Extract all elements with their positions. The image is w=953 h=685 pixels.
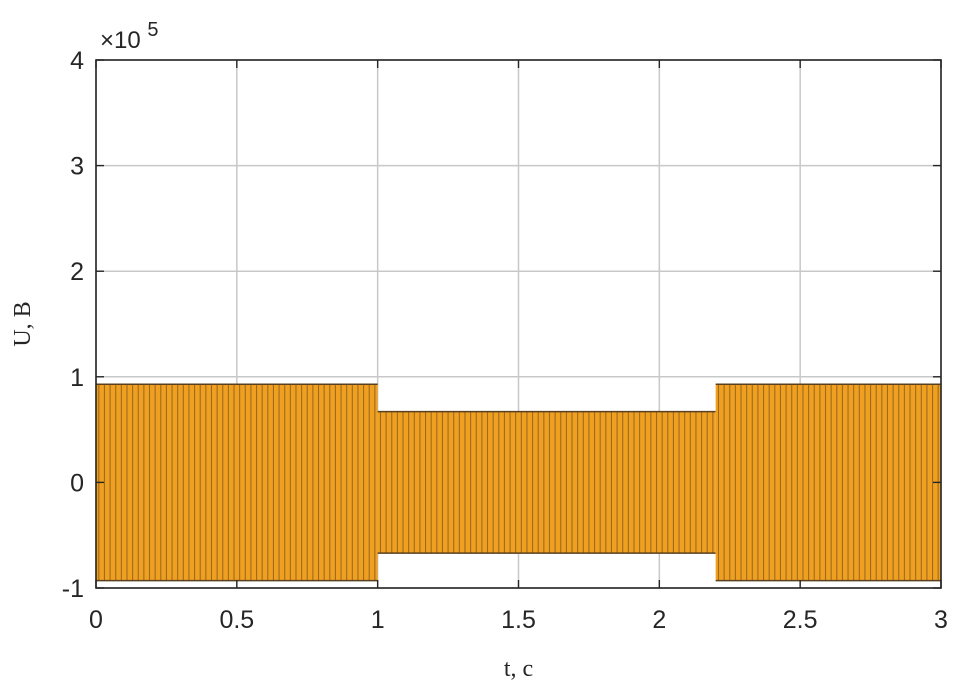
x-axis-label: t, c [504,656,533,682]
signal-waveform [96,383,941,582]
y-tick-label: 3 [70,153,84,181]
signal-oscillation-2 [717,384,939,581]
y-axis-label: U, B [10,301,36,346]
x-tick-label: 0.5 [219,606,254,634]
signal-segment-2 [715,384,941,581]
x-tick-label: 3 [934,606,948,634]
y-tick-labels: -1 0 1 2 3 4 [62,47,84,603]
y-tick-label: 0 [70,469,84,497]
y-tick-label: 1 [70,364,84,392]
y-axis-multiplier: ×10 5 [100,19,159,54]
x-tick-label: 1.5 [501,606,536,634]
y-tick-label: -1 [62,575,84,603]
x-tick-labels: 0 0.5 1 1.5 2 2.5 3 [89,606,948,634]
signal-segment-0 [96,384,378,581]
axes-frame [95,59,942,589]
x-tick-label: 2 [652,606,666,634]
x-tick-label: 0 [89,606,103,634]
signal-segment-1 [377,411,716,554]
x-tick-label: 1 [371,606,385,634]
y-tick-label: 2 [70,258,84,286]
y-multiplier-base: ×10 [100,27,141,54]
signal-oscillation-1 [379,411,714,554]
y-tick-label: 4 [70,47,84,75]
x-tick-label: 2.5 [783,606,818,634]
y-multiplier-exponent: 5 [147,19,158,41]
